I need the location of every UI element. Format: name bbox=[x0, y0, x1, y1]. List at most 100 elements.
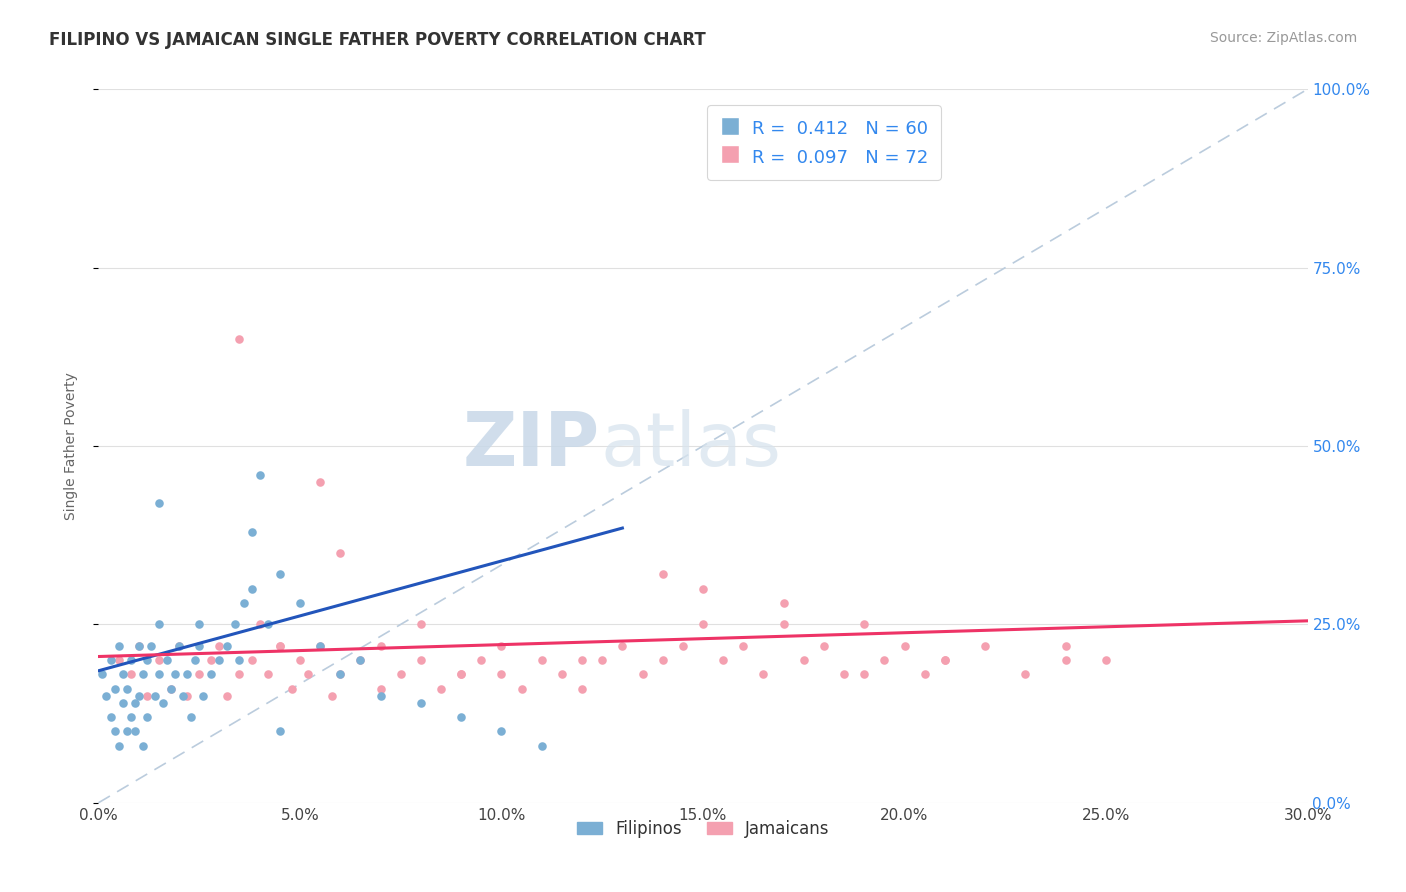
Point bbox=[224, 617, 246, 632]
Point bbox=[172, 689, 194, 703]
Point bbox=[733, 639, 755, 653]
Point bbox=[135, 689, 157, 703]
Point bbox=[288, 596, 311, 610]
Point bbox=[491, 639, 513, 653]
Point bbox=[132, 667, 155, 681]
Point bbox=[228, 332, 250, 346]
Point bbox=[132, 739, 155, 753]
Point bbox=[450, 667, 472, 681]
Point bbox=[152, 696, 174, 710]
Point bbox=[120, 667, 142, 681]
Point bbox=[135, 653, 157, 667]
Point bbox=[100, 710, 122, 724]
Point bbox=[148, 617, 170, 632]
Point bbox=[893, 639, 915, 653]
Point bbox=[91, 667, 114, 681]
Point bbox=[530, 739, 553, 753]
Point bbox=[107, 653, 129, 667]
Point bbox=[631, 667, 654, 681]
Point bbox=[163, 667, 186, 681]
Point bbox=[269, 567, 291, 582]
Point bbox=[193, 689, 215, 703]
Point bbox=[269, 639, 291, 653]
Point bbox=[491, 724, 513, 739]
Point bbox=[100, 653, 122, 667]
Point bbox=[200, 667, 222, 681]
Point bbox=[772, 596, 794, 610]
Point bbox=[491, 667, 513, 681]
Point bbox=[309, 639, 332, 653]
Point bbox=[148, 667, 170, 681]
Point bbox=[329, 546, 352, 560]
Point bbox=[288, 653, 311, 667]
Point bbox=[430, 681, 453, 696]
Point bbox=[349, 653, 371, 667]
Point bbox=[103, 681, 125, 696]
Point bbox=[692, 582, 714, 596]
Point bbox=[591, 653, 613, 667]
Point bbox=[208, 653, 231, 667]
Point bbox=[370, 639, 392, 653]
Point bbox=[530, 653, 553, 667]
Point bbox=[651, 653, 673, 667]
Point bbox=[853, 667, 876, 681]
Point bbox=[139, 639, 162, 653]
Point bbox=[124, 696, 146, 710]
Point bbox=[124, 724, 146, 739]
Point bbox=[115, 681, 138, 696]
Point bbox=[228, 653, 250, 667]
Point bbox=[148, 496, 170, 510]
Y-axis label: Single Father Poverty: Single Father Poverty bbox=[63, 372, 77, 520]
Point bbox=[551, 667, 574, 681]
Point bbox=[180, 710, 202, 724]
Point bbox=[281, 681, 304, 696]
Point bbox=[111, 696, 134, 710]
Point bbox=[711, 653, 734, 667]
Point bbox=[1014, 667, 1036, 681]
Point bbox=[228, 667, 250, 681]
Point bbox=[1095, 653, 1118, 667]
Point bbox=[450, 667, 472, 681]
Point bbox=[651, 567, 673, 582]
Point bbox=[409, 696, 432, 710]
Point bbox=[571, 681, 593, 696]
Point bbox=[571, 653, 593, 667]
Point bbox=[853, 617, 876, 632]
Point bbox=[208, 639, 231, 653]
Text: ZIP: ZIP bbox=[463, 409, 600, 483]
Point bbox=[200, 653, 222, 667]
Point bbox=[934, 653, 956, 667]
Point bbox=[409, 653, 432, 667]
Point bbox=[692, 617, 714, 632]
Point bbox=[450, 710, 472, 724]
Point bbox=[135, 710, 157, 724]
Point bbox=[148, 653, 170, 667]
Point bbox=[167, 639, 190, 653]
Point bbox=[612, 639, 634, 653]
Point bbox=[188, 639, 211, 653]
Point bbox=[240, 582, 263, 596]
Point bbox=[772, 617, 794, 632]
Point bbox=[184, 653, 207, 667]
Point bbox=[240, 653, 263, 667]
Point bbox=[107, 639, 129, 653]
Point bbox=[156, 653, 179, 667]
Point bbox=[309, 475, 332, 489]
Point bbox=[349, 653, 371, 667]
Point bbox=[96, 689, 118, 703]
Point bbox=[672, 639, 695, 653]
Point bbox=[128, 639, 150, 653]
Point bbox=[389, 667, 412, 681]
Point bbox=[107, 739, 129, 753]
Point bbox=[974, 639, 997, 653]
Point bbox=[256, 617, 278, 632]
Point bbox=[217, 639, 239, 653]
Point bbox=[120, 710, 142, 724]
Point bbox=[143, 689, 166, 703]
Point bbox=[329, 667, 352, 681]
Text: FILIPINO VS JAMAICAN SINGLE FATHER POVERTY CORRELATION CHART: FILIPINO VS JAMAICAN SINGLE FATHER POVER… bbox=[49, 31, 706, 49]
Legend: Filipinos, Jamaicans: Filipinos, Jamaicans bbox=[569, 814, 837, 845]
Point bbox=[120, 653, 142, 667]
Point bbox=[176, 689, 198, 703]
Point bbox=[188, 667, 211, 681]
